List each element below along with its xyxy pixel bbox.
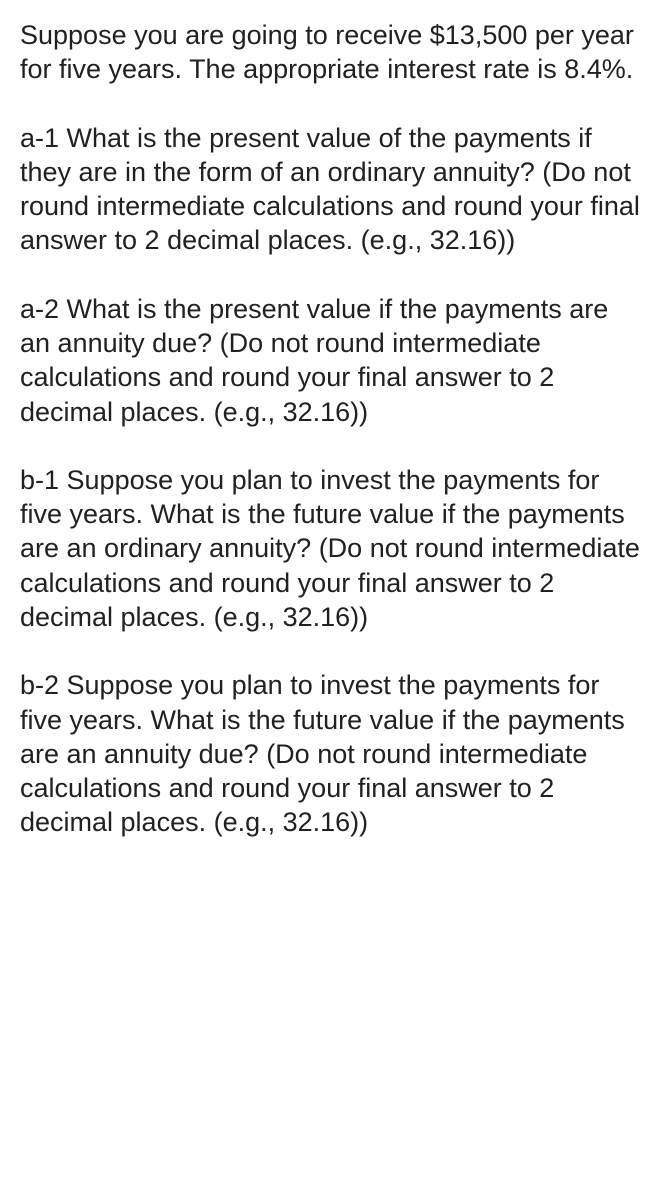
question-b2: b-2 Suppose you plan to invest the payme… xyxy=(20,668,644,839)
intro-paragraph: Suppose you are going to receive $13,500… xyxy=(20,18,644,87)
question-a2: a-2 What is the present value if the pay… xyxy=(20,292,644,429)
question-a1: a-1 What is the present value of the pay… xyxy=(20,121,644,258)
question-b1: b-1 Suppose you plan to invest the payme… xyxy=(20,463,644,634)
